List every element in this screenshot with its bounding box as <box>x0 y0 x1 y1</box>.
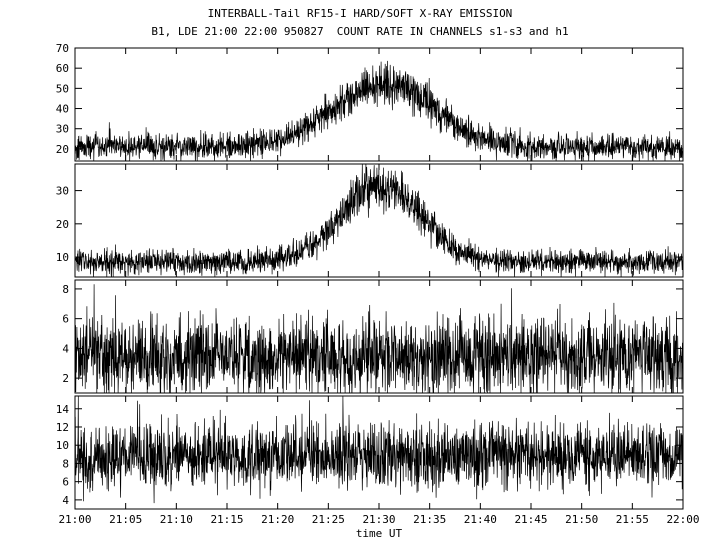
x-tick-label: 21:10 <box>160 513 193 526</box>
x-tick-label: 21:20 <box>261 513 294 526</box>
chart-title: INTERBALL-Tail RF15-I HARD/SOFT X-RAY EM… <box>207 7 513 20</box>
y-tick-label: 6 <box>62 476 69 489</box>
y-tick-label: 8 <box>62 457 69 470</box>
y-tick-label: 60 <box>56 62 69 75</box>
y-tick-label: 12 <box>56 421 69 434</box>
y-tick-label: 4 <box>62 342 69 355</box>
y-tick-label: 30 <box>56 123 69 136</box>
x-tick-label: 21:40 <box>464 513 497 526</box>
y-tick-label: 20 <box>56 218 69 231</box>
y-tick-label: 10 <box>56 439 69 452</box>
x-tick-label: 21:30 <box>362 513 395 526</box>
x-tick-label: 21:45 <box>514 513 547 526</box>
y-tick-label: 10 <box>56 251 69 264</box>
x-tick-label: 21:50 <box>565 513 598 526</box>
signal-trace-s3 <box>74 284 684 394</box>
x-tick-label: 21:25 <box>312 513 345 526</box>
x-tick-label: 21:35 <box>413 513 446 526</box>
signal-trace-s1 <box>74 60 684 162</box>
x-tick-label: 21:00 <box>58 513 91 526</box>
x-tick-label: 21:15 <box>210 513 243 526</box>
x-tick-label: 22:00 <box>666 513 699 526</box>
y-tick-label: 6 <box>62 313 69 326</box>
x-tick-label: 21:05 <box>109 513 142 526</box>
y-tick-label: 2 <box>62 372 69 385</box>
signal-trace-s2 <box>74 163 684 278</box>
signal-trace-h1 <box>74 395 684 504</box>
y-tick-label: 50 <box>56 82 69 95</box>
y-tick-label: 30 <box>56 185 69 198</box>
y-tick-label: 14 <box>56 403 70 416</box>
chart-subtitle: B1, LDE 21:00 22:00 950827 COUNT RATE IN… <box>151 25 569 38</box>
y-tick-label: 70 <box>56 42 69 55</box>
y-tick-label: 20 <box>56 143 69 156</box>
x-axis-title: time UT <box>356 527 403 540</box>
y-tick-label: 8 <box>62 283 69 296</box>
y-tick-label: 40 <box>56 103 69 116</box>
y-tick-label: 4 <box>62 494 69 507</box>
x-tick-label: 21:55 <box>616 513 649 526</box>
